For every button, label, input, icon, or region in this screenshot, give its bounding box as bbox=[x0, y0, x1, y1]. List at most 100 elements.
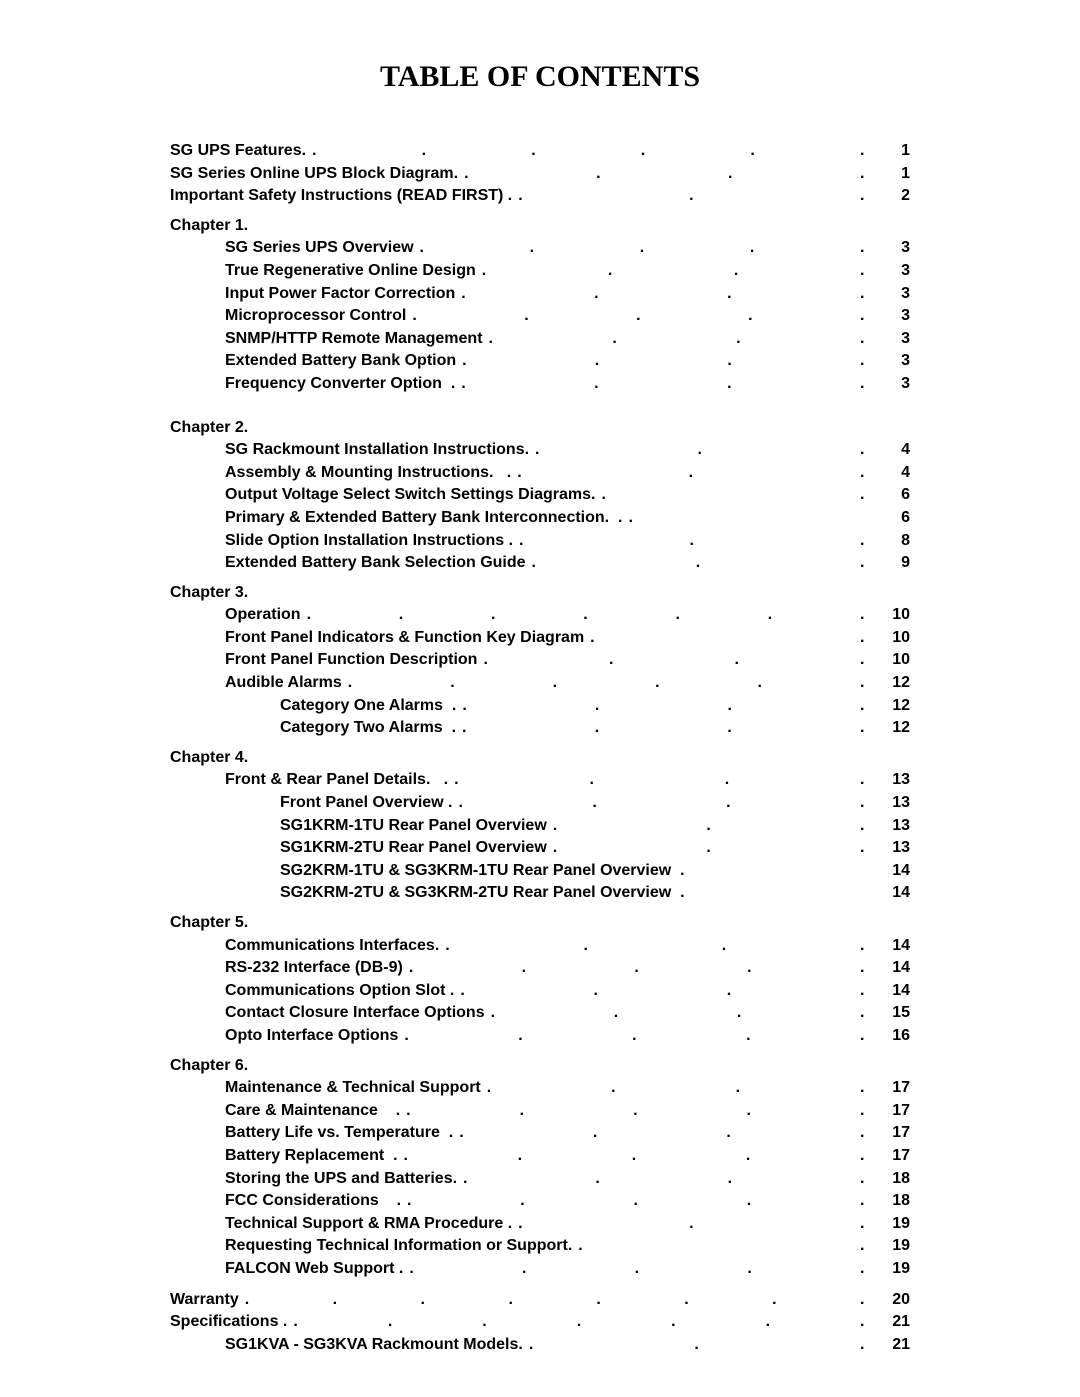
toc-row: Frequency Converter Option .....3 bbox=[170, 372, 910, 395]
toc-leader: ..... bbox=[404, 1024, 864, 1040]
toc-leader: ..... bbox=[409, 956, 864, 972]
toc-row: Communications Interfaces.....14 bbox=[170, 934, 910, 957]
document-page: TABLE OF CONTENTS SG UPS Features.......… bbox=[0, 0, 1080, 1397]
toc-leader: ... bbox=[553, 836, 864, 852]
toc-row: SG Series Online UPS Block Diagram.....1 bbox=[170, 162, 910, 185]
toc-leader: ..... bbox=[412, 304, 864, 320]
toc-leader: ...... bbox=[348, 671, 864, 687]
toc-gap bbox=[170, 1280, 910, 1288]
toc-leader: ... bbox=[518, 184, 864, 200]
toc-row: SG1KRM-1TU Rear Panel Overview...13 bbox=[170, 814, 910, 837]
toc-page-number: 3 bbox=[870, 283, 910, 305]
toc-label: SG2KRM-1TU & SG3KRM-1TU Rear Panel Overv… bbox=[280, 860, 685, 882]
toc-row: Category One Alarms .....12 bbox=[170, 694, 910, 717]
toc-page-number: 3 bbox=[870, 260, 910, 282]
toc-page-number: 14 bbox=[870, 882, 910, 904]
toc-row: Technical Support & RMA Procedure ....19 bbox=[170, 1212, 910, 1235]
toc-row: Front & Rear Panel Details. ..... 13 bbox=[170, 768, 910, 791]
toc-page-number: 3 bbox=[870, 373, 910, 395]
toc-row: FALCON Web Support ......19 bbox=[170, 1257, 910, 1280]
toc-row: Specifications ........21 bbox=[170, 1310, 910, 1333]
toc-row: SG1KRM-2TU Rear Panel Overview...13 bbox=[170, 836, 910, 859]
toc-page-number: 19 bbox=[870, 1235, 910, 1257]
toc-row: Output Voltage Select Switch Settings Di… bbox=[170, 483, 910, 506]
toc-page-number: 13 bbox=[870, 769, 910, 791]
toc-leader: ..... bbox=[409, 1257, 864, 1273]
toc-row: Input Power Factor Correction....3 bbox=[170, 282, 910, 305]
toc-leader: .... bbox=[462, 349, 864, 365]
toc-leader: .... bbox=[491, 1001, 864, 1017]
toc-label: SG2KRM-2TU & SG3KRM-2TU Rear Panel Overv… bbox=[280, 882, 685, 904]
toc-row: SG1KVA - SG3KVA Rackmount Models.... 21 bbox=[170, 1333, 910, 1356]
toc-row: Maintenance & Technical Support....17 bbox=[170, 1076, 910, 1099]
toc-leader: ... bbox=[519, 529, 864, 545]
toc-row: Requesting Technical Information or Supp… bbox=[170, 1234, 910, 1257]
toc-row: Warranty........20 bbox=[170, 1288, 910, 1311]
toc-label: Extended Battery Bank Selection Guide bbox=[225, 552, 526, 574]
toc-label: Battery Replacement . bbox=[225, 1145, 398, 1167]
toc-page-number: 14 bbox=[870, 980, 910, 1002]
toc-page-number: 1 bbox=[870, 163, 910, 185]
toc-leader: .... bbox=[454, 768, 864, 784]
toc-leader: .... bbox=[483, 648, 864, 664]
toc-label: Category Two Alarms . bbox=[280, 717, 456, 739]
toc-leader: ... bbox=[517, 461, 864, 477]
toc-page-number: 20 bbox=[870, 1289, 910, 1311]
toc-leader: .... bbox=[489, 327, 864, 343]
toc-label: Specifications . bbox=[170, 1311, 287, 1333]
toc-leader: ... bbox=[529, 1333, 864, 1349]
toc-page-number: 12 bbox=[870, 717, 910, 739]
toc-page-number: 17 bbox=[870, 1100, 910, 1122]
toc-page-number: 16 bbox=[870, 1025, 910, 1047]
toc-label: Battery Life vs. Temperature . bbox=[225, 1122, 453, 1144]
toc-label: SG Rackmount Installation Instructions. bbox=[225, 439, 529, 461]
toc-page-number: 21 bbox=[870, 1334, 910, 1356]
toc-leader: .... bbox=[462, 694, 864, 710]
toc-label: RS-232 Interface (DB-9) bbox=[225, 957, 403, 979]
toc-row: SNMP/HTTP Remote Management....3 bbox=[170, 327, 910, 350]
toc-row: SG2KRM-1TU & SG3KRM-1TU Rear Panel Overv… bbox=[170, 859, 910, 882]
toc-row: Front Panel Indicators & Function Key Di… bbox=[170, 626, 910, 649]
toc-label: Care & Maintenance . bbox=[225, 1100, 400, 1122]
toc-label: Technical Support & RMA Procedure . bbox=[225, 1213, 512, 1235]
toc-label: Communications Interfaces. bbox=[225, 935, 439, 957]
toc-leader: .... bbox=[461, 372, 864, 388]
toc-row: Communications Option Slot .....14 bbox=[170, 979, 910, 1002]
toc-label: SG1KVA - SG3KVA Rackmount Models. bbox=[225, 1334, 523, 1356]
toc-label: Primary & Extended Battery Bank Intercon… bbox=[225, 507, 622, 529]
toc-leader: ..... bbox=[420, 236, 864, 252]
toc-page-number: 1 bbox=[870, 140, 910, 162]
toc-label: Front & Rear Panel Details. . bbox=[225, 769, 448, 791]
toc-label: Microprocessor Control bbox=[225, 305, 406, 327]
toc-row: Battery Replacement ......17 bbox=[170, 1144, 910, 1167]
toc-label: SG Series UPS Overview bbox=[225, 237, 414, 259]
toc-label: Extended Battery Bank Option bbox=[225, 350, 456, 372]
toc-row: Primary & Extended Battery Bank Intercon… bbox=[170, 506, 910, 529]
toc-label: Output Voltage Select Switch Settings Di… bbox=[225, 484, 595, 506]
toc-chapter-heading: Chapter 3. bbox=[170, 582, 910, 604]
toc-chapter-heading: Chapter 5. bbox=[170, 912, 910, 934]
toc-row: True Regenerative Online Design....3 bbox=[170, 259, 910, 282]
toc-label: Front Panel Indicators & Function Key Di… bbox=[225, 627, 584, 649]
toc-label: Front Panel Function Description bbox=[225, 649, 477, 671]
toc-gap bbox=[170, 395, 910, 409]
toc-label: Audible Alarms bbox=[225, 672, 342, 694]
toc-leader: ........ bbox=[245, 1288, 864, 1304]
toc-leader: .... bbox=[460, 979, 864, 995]
toc-leader bbox=[691, 881, 864, 897]
toc-label: Requesting Technical Information or Supp… bbox=[225, 1235, 572, 1257]
toc-leader: ... bbox=[518, 1212, 864, 1228]
toc-label: Assembly & Mounting Instructions. . bbox=[225, 462, 511, 484]
toc-page-number: 6 bbox=[870, 507, 910, 529]
toc-leader: ...... bbox=[312, 139, 864, 155]
toc-page-number: 8 bbox=[870, 530, 910, 552]
toc-page-number: 17 bbox=[870, 1145, 910, 1167]
toc-chapter-heading: Chapter 1. bbox=[170, 215, 910, 237]
toc-leader: ..... bbox=[407, 1189, 864, 1205]
toc-leader: .. bbox=[601, 483, 864, 499]
toc-label: SG UPS Features. bbox=[170, 140, 306, 162]
toc-page-number: 3 bbox=[870, 328, 910, 350]
toc-row: Slide Option Installation Instructions .… bbox=[170, 529, 910, 552]
toc-page-number: 14 bbox=[870, 860, 910, 882]
toc-label: Operation bbox=[225, 604, 301, 626]
